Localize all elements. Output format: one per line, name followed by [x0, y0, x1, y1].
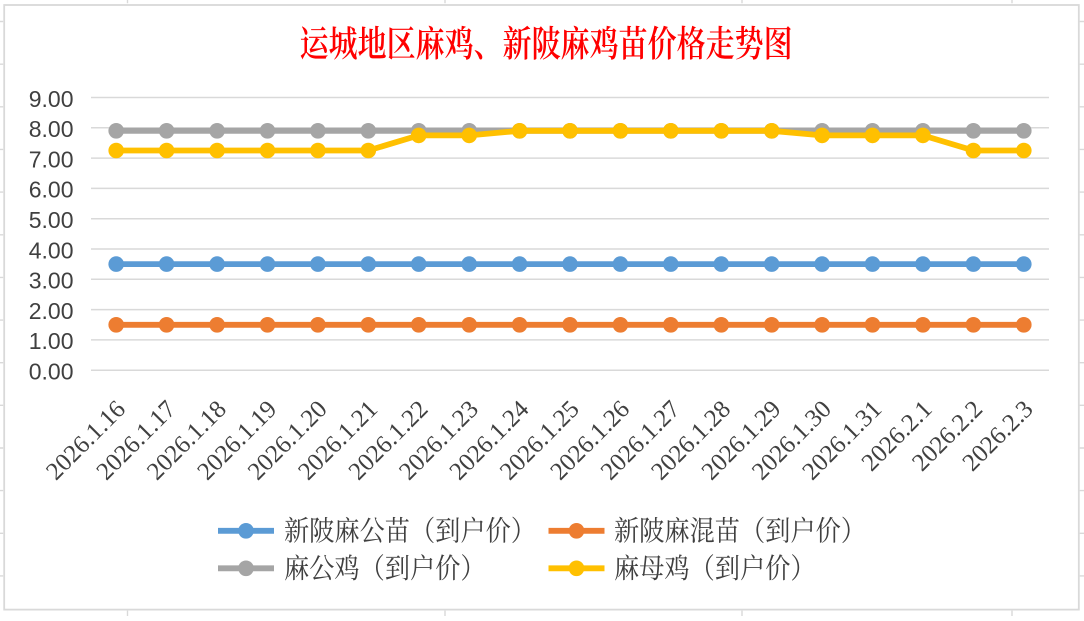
- svg-text:9.00: 9.00: [29, 86, 74, 112]
- svg-text:3.00: 3.00: [29, 268, 74, 294]
- svg-text:0.00: 0.00: [29, 359, 74, 385]
- svg-text:5.00: 5.00: [29, 207, 74, 233]
- svg-text:7.00: 7.00: [29, 146, 74, 172]
- svg-text:6.00: 6.00: [29, 177, 74, 203]
- svg-text:4.00: 4.00: [29, 237, 74, 263]
- svg-text:1.00: 1.00: [29, 328, 74, 354]
- svg-text:2.00: 2.00: [29, 298, 74, 324]
- svg-text:8.00: 8.00: [29, 116, 74, 142]
